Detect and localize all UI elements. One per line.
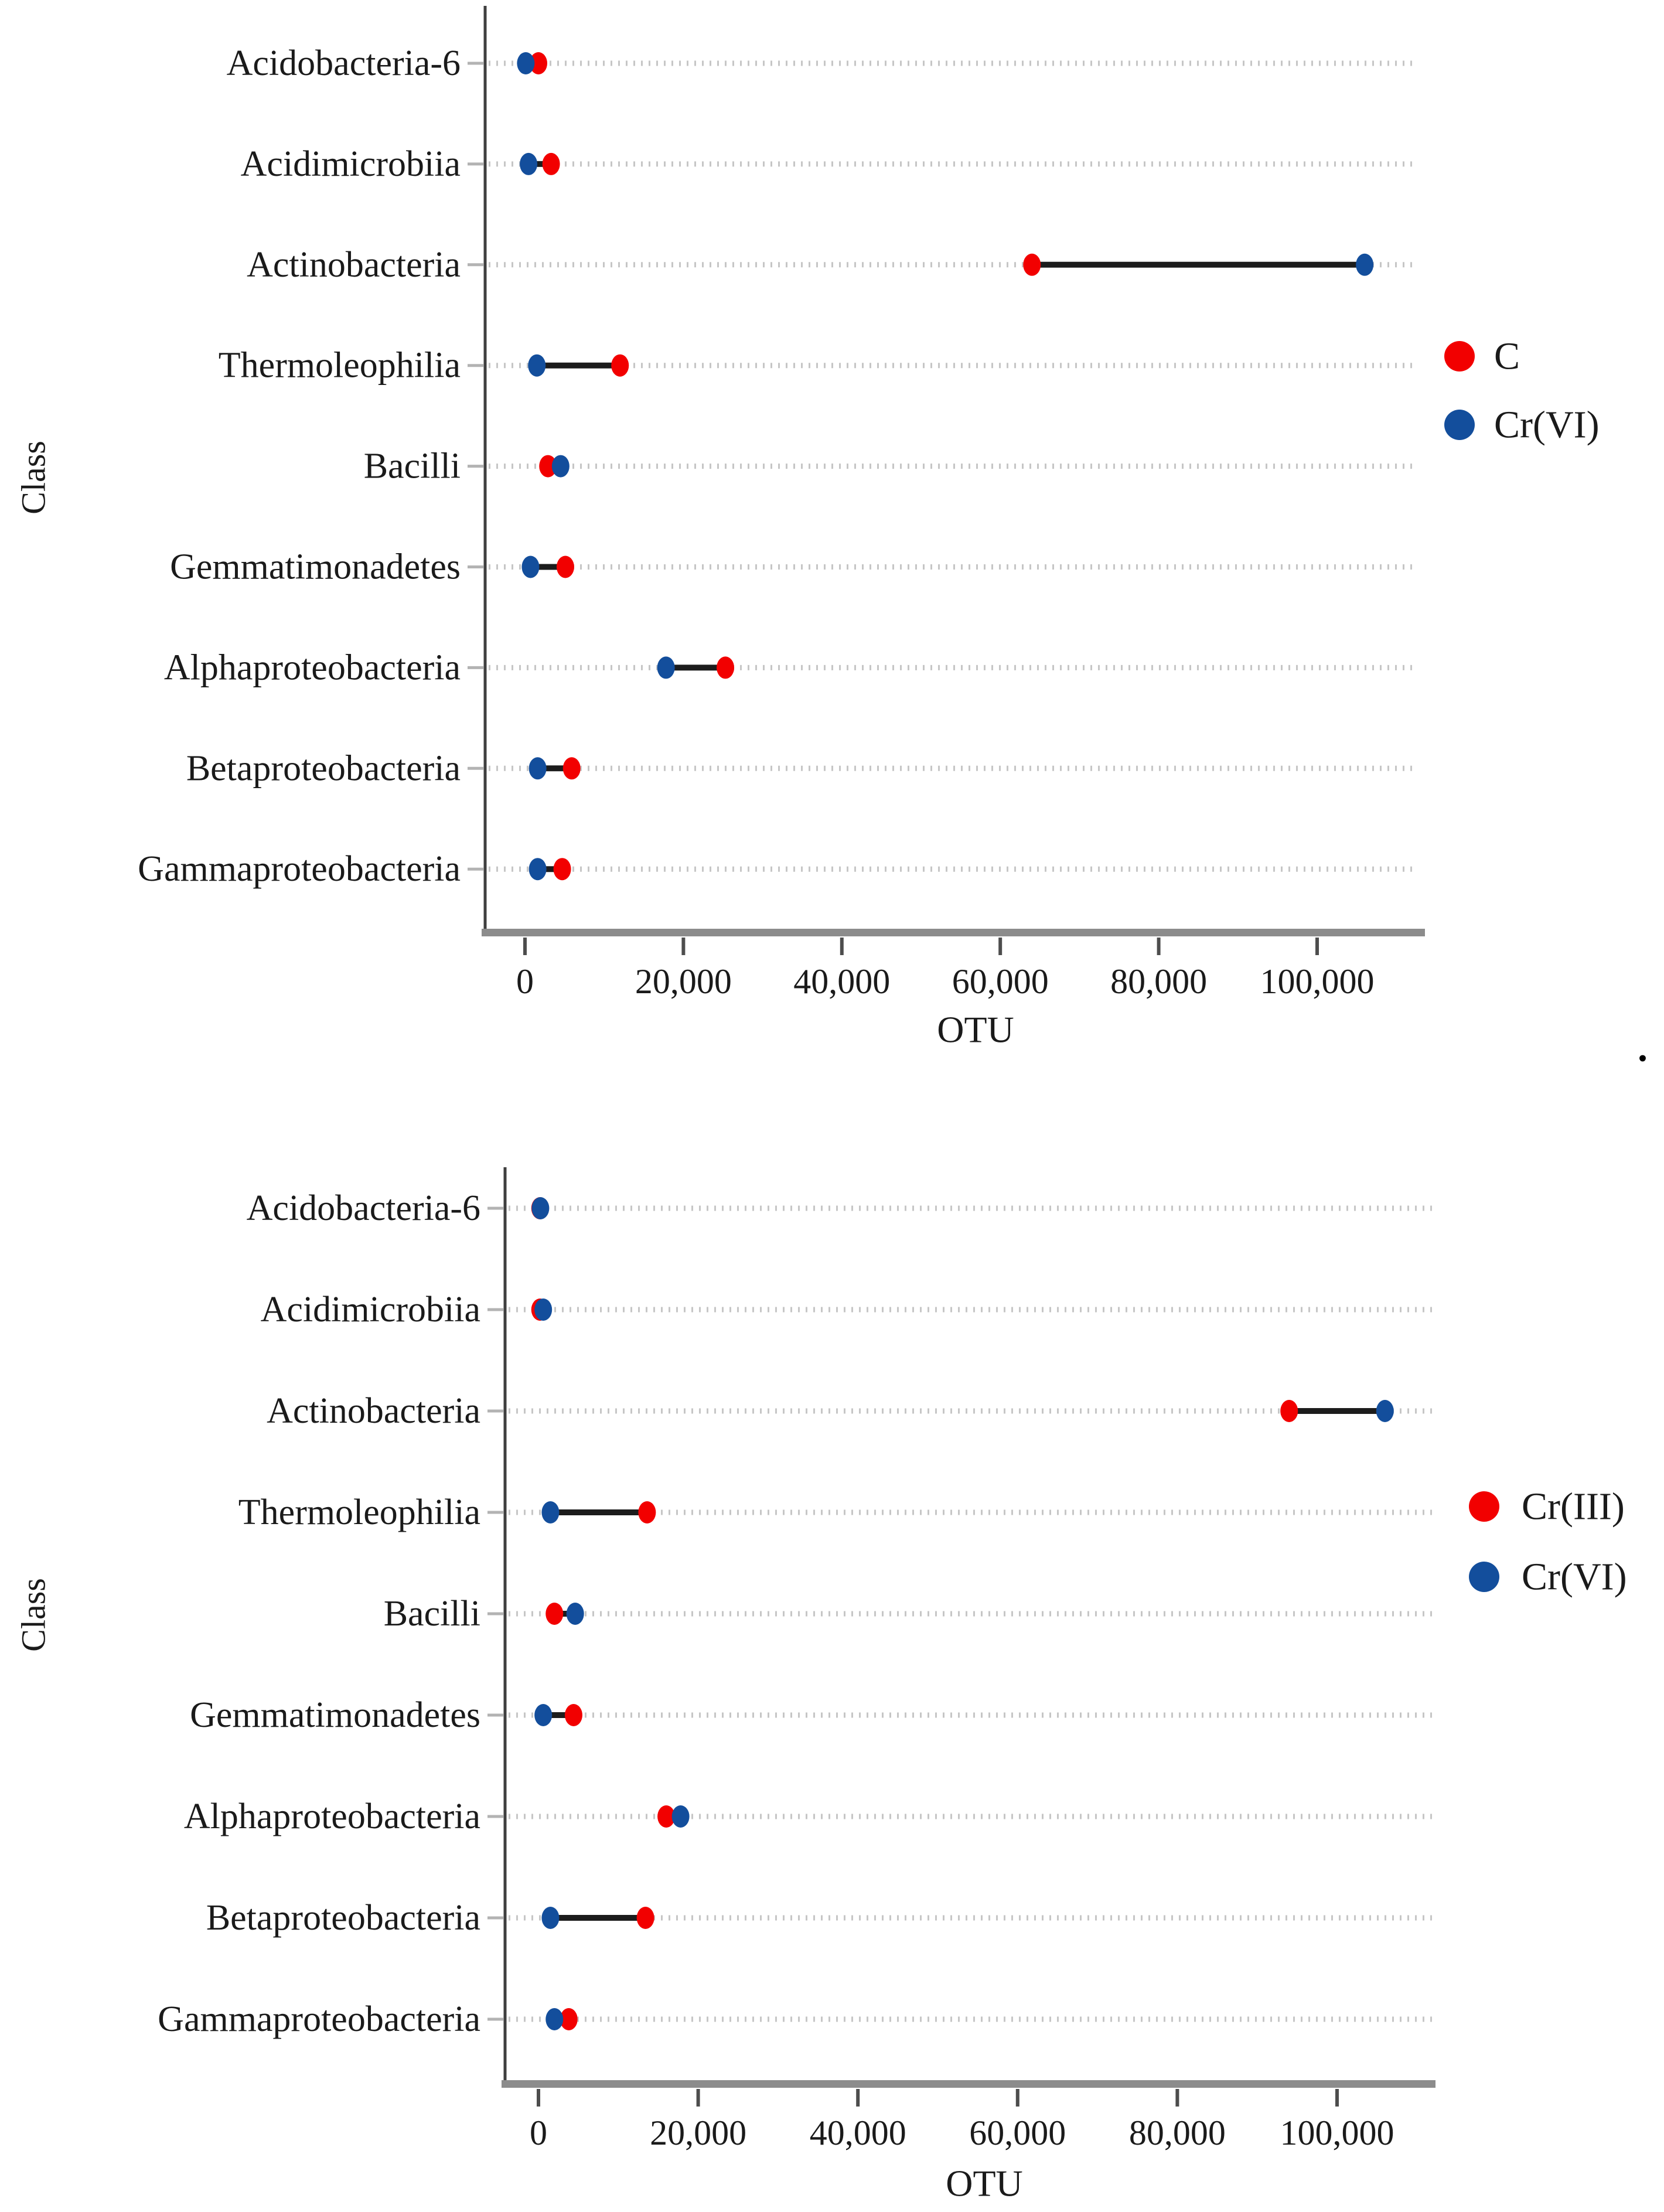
category-label: Actinobacteria [267, 1391, 480, 1431]
data-dot-crvi [541, 1501, 560, 1523]
x-tick-label: 100,000 [1260, 962, 1375, 1001]
data-dot-c [529, 52, 547, 74]
category-label: Gemmatimonadetes [190, 1695, 480, 1735]
data-dot-crvi [671, 1805, 690, 1828]
legend-label: Cr(III) [1522, 1485, 1625, 1528]
data-dot-criii [636, 1907, 654, 1929]
legend-label: Cr(VI) [1522, 1556, 1627, 1598]
x-axis-line [482, 929, 1425, 936]
category-label: Gemmatimonadetes [170, 547, 461, 587]
data-dot-crvi [1356, 253, 1374, 276]
data-dot-crvi [531, 1197, 550, 1219]
data-dot-c [553, 858, 571, 881]
category-label: Acidimicrobiia [261, 1290, 480, 1330]
data-dot-c [556, 555, 574, 578]
data-dot-crvi [528, 858, 547, 881]
category-label: Actinobacteria [247, 245, 461, 285]
category-label: Betaproteobacteria [186, 748, 461, 788]
x-tick-label: 0 [516, 962, 534, 1001]
category-label: Thermoleophilia [238, 1492, 480, 1532]
category-label: Acidimicrobiia [241, 144, 461, 184]
legend-dot-red [1469, 1491, 1499, 1522]
x-tick-label: 20,000 [650, 2114, 746, 2152]
category-label: Acidobacteria-6 [247, 1188, 480, 1228]
category-label: Bacilli [364, 447, 461, 486]
dumbbell-chart-top: Acidobacteria-6 Acidimicrobiia Actinobacte… [15, 6, 1600, 1051]
stray-period-text: . [1636, 1013, 1649, 1072]
x-tick-label: 100,000 [1280, 2114, 1394, 2152]
data-dot-crvi [528, 354, 546, 377]
data-dot-criii [638, 1501, 656, 1523]
x-tick-label: 80,000 [1129, 2114, 1226, 2152]
data-dot-crvi [1376, 1400, 1394, 1422]
data-dot-criii [1280, 1400, 1298, 1422]
category-label: Acidobacteria-6 [227, 43, 461, 83]
data-dot-crvi [541, 1907, 560, 1929]
x-axis-title: OTU [937, 1009, 1014, 1051]
data-dot-c [611, 354, 629, 377]
x-tick-label: 0 [530, 2114, 547, 2152]
dumbbell-chart-bottom: Acidobacteria-6 Acidimicrobiia Actinobacte… [15, 1167, 1627, 2204]
data-dot-crvi [534, 1298, 553, 1321]
data-dot-criii [560, 2008, 578, 2030]
legend-dot-red [1444, 341, 1475, 371]
data-dot-crvi [528, 757, 547, 780]
y-axis-title: Class [15, 441, 53, 514]
data-dot-crvi [517, 52, 535, 74]
data-dot-crvi [534, 1704, 553, 1726]
legend-dot-blue [1444, 410, 1475, 440]
x-tick-label: 20,000 [635, 962, 732, 1001]
data-dot-c [717, 656, 735, 679]
category-label: Gammaproteobacteria [138, 849, 461, 889]
x-tick-label: 40,000 [793, 962, 890, 1001]
data-dot-criii [545, 1603, 564, 1625]
data-dot-c [1023, 253, 1041, 276]
category-label: Alphaproteobacteria [164, 647, 461, 687]
x-axis-line [502, 2080, 1435, 2088]
category-label: Gammaproteobacteria [158, 1999, 480, 2039]
category-label: Alphaproteobacteria [184, 1797, 480, 1836]
legend-dot-blue [1469, 1562, 1499, 1592]
data-dot-c [562, 757, 581, 780]
data-dot-crvi [521, 555, 540, 578]
data-dot-c [542, 152, 560, 175]
data-dot-criii [564, 1704, 582, 1726]
data-dot-c [539, 455, 557, 478]
data-dot-crvi [520, 152, 538, 175]
category-label: Betaproteobacteria [206, 1898, 480, 1938]
data-dot-crvi [551, 455, 570, 478]
data-dot-crvi [545, 2008, 564, 2030]
y-axis-title: Class [15, 1578, 53, 1652]
category-label: Bacilli [384, 1594, 480, 1634]
x-tick-label: 60,000 [969, 2114, 1066, 2152]
legend-label: Cr(VI) [1494, 404, 1600, 447]
x-tick-label: 40,000 [810, 2114, 906, 2152]
x-tick-label: 80,000 [1110, 962, 1207, 1001]
legend-label: C [1494, 335, 1520, 378]
x-tick-label: 60,000 [952, 962, 1049, 1001]
data-dot-crvi [566, 1603, 584, 1625]
data-dot-crvi [657, 656, 675, 679]
data-dot-criii [657, 1805, 676, 1828]
category-label: Thermoleophilia [219, 346, 461, 386]
x-axis-title: OTU [946, 2163, 1023, 2204]
